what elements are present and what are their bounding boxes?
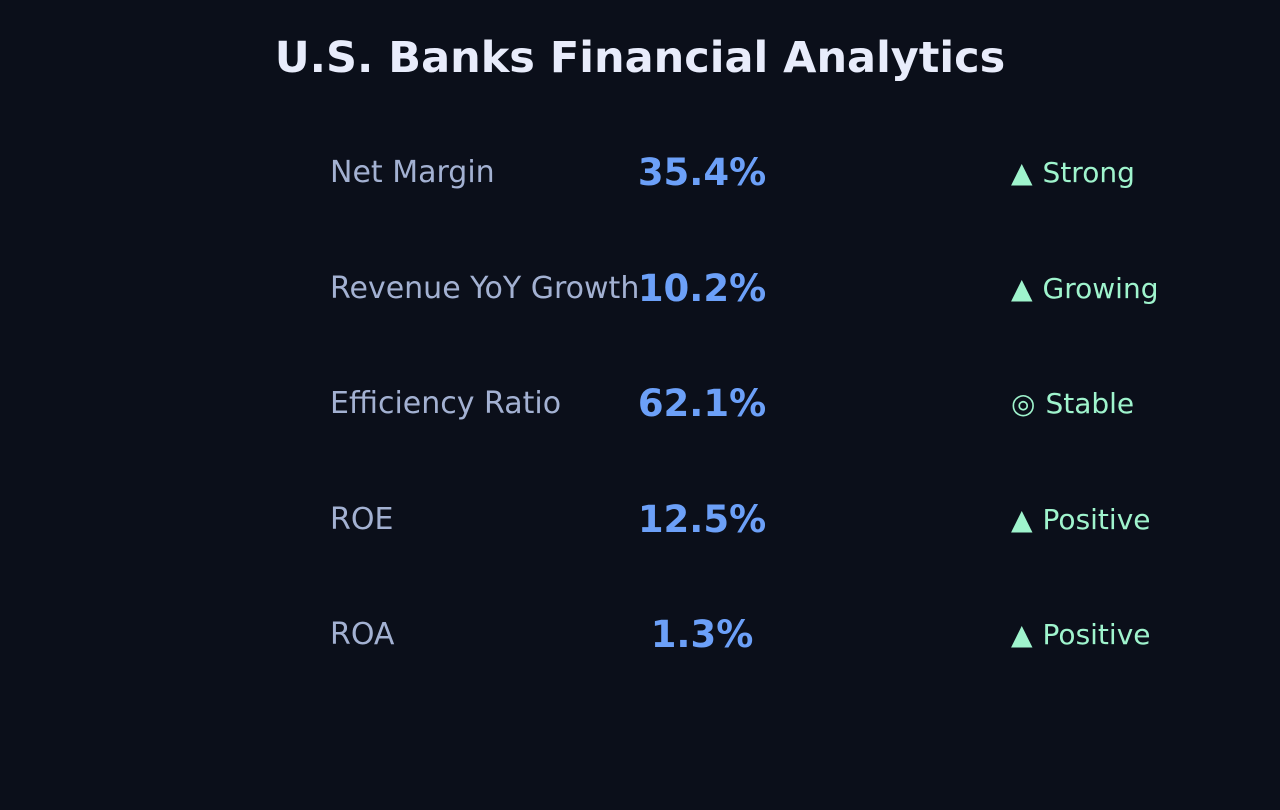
up-triangle-icon: ▲ — [1011, 502, 1033, 536]
bullseye-icon: ◎ — [1011, 387, 1036, 420]
metric-row-roa: ROA 1.3% ▲ Positive — [0, 577, 1280, 693]
metric-row-net-margin: Net Margin 35.4% ▲ Strong — [0, 115, 1280, 231]
metric-value: 35.4% — [637, 151, 767, 194]
metrics-list: Net Margin 35.4% ▲ Strong Revenue YoY Gro… — [0, 115, 1280, 693]
metric-value: 1.3% — [650, 613, 754, 656]
up-triangle-icon: ▲ — [1011, 271, 1033, 305]
metric-label: ROE — [330, 501, 394, 537]
metric-label: Net Margin — [330, 155, 495, 190]
metric-row-efficiency-ratio: Efficiency Ratio 62.1% ◎ Stable — [0, 346, 1280, 462]
page-title: U.S. Banks Financial Analytics — [274, 33, 1006, 83]
metric-label: Revenue YoY Growth — [330, 270, 640, 306]
metric-status-text: Strong — [1042, 156, 1135, 189]
up-triangle-icon: ▲ — [1011, 156, 1033, 189]
metric-status: ▲ Strong — [1011, 115, 1135, 230]
up-triangle-icon: ▲ — [1011, 618, 1033, 651]
metric-status-text: Positive — [1042, 618, 1151, 651]
metric-row-roe: ROE 12.5% ▲ Positive — [0, 462, 1280, 578]
metric-value: 12.5% — [637, 497, 767, 541]
metric-label: Efficiency Ratio — [330, 386, 562, 421]
metric-status: ◎ Stable — [1011, 346, 1134, 461]
metric-status-text: Growing — [1042, 271, 1159, 305]
metric-value: 62.1% — [637, 382, 767, 425]
metric-label: ROA — [330, 617, 395, 652]
metric-status-text: Positive — [1042, 502, 1151, 536]
metric-status: ▲ Positive — [1011, 462, 1151, 577]
metric-row-revenue-yoy-growth: Revenue YoY Growth 10.2% ▲ Growing — [0, 231, 1280, 347]
metric-status: ▲ Growing — [1011, 231, 1158, 346]
metric-value: 10.2% — [637, 266, 767, 310]
metric-status: ▲ Positive — [1011, 577, 1151, 692]
metric-status-text: Stable — [1045, 387, 1135, 420]
